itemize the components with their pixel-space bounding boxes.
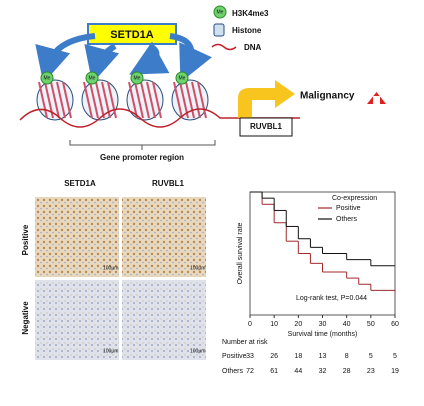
x-tick-label: 20 xyxy=(294,321,302,328)
x-label: Survival time (months) xyxy=(288,331,358,338)
at-risk-value: 32 xyxy=(319,368,327,375)
dna-wrap xyxy=(50,81,60,119)
gene-label: RUVBL1 xyxy=(250,122,283,131)
dna-wrap xyxy=(38,81,48,119)
legend-label: Positive xyxy=(336,205,361,212)
x-tick-label: 40 xyxy=(343,321,351,328)
dna-wrap xyxy=(83,81,93,119)
scale-label: 100μm xyxy=(190,265,205,271)
outcome: Malignancy xyxy=(300,91,355,102)
at-risk-value: 28 xyxy=(343,368,351,375)
me-text: Me xyxy=(44,75,51,81)
dna-wrap xyxy=(179,81,189,119)
dna-wrap xyxy=(107,81,117,119)
at-risk-value: 19 xyxy=(391,368,399,375)
arrows xyxy=(35,33,212,84)
me-text: Me xyxy=(217,9,224,15)
me-icon xyxy=(213,5,227,19)
annotation: Log-rank test, P=0.044 xyxy=(296,295,367,302)
at-risk-value: 5 xyxy=(369,353,373,360)
dna-wrap xyxy=(146,81,156,119)
ihc-row: Positive xyxy=(21,224,30,255)
dna-wrap xyxy=(134,81,144,119)
dna-wrap xyxy=(89,81,99,119)
enzyme-label: SETD1A xyxy=(110,29,153,41)
at-risk-value: 72 xyxy=(246,368,254,375)
me-icon xyxy=(85,71,99,85)
at-risk-row: Others xyxy=(222,368,244,375)
dna-icon xyxy=(211,43,237,51)
at-risk-value: 33 xyxy=(246,353,254,360)
yellow-arrow xyxy=(238,80,295,118)
scale-label: 100μm xyxy=(190,348,205,354)
x-tick-label: 60 xyxy=(391,321,399,328)
x-tick-label: 50 xyxy=(367,321,375,328)
at-risk-row: Positive xyxy=(222,353,247,360)
dna-wrap xyxy=(185,81,195,119)
ihc-col: SETD1A xyxy=(64,179,96,188)
dna-wrap xyxy=(56,81,66,119)
km-plot: 0 10 20 30 40 50 60 Survival time (months) Overa… xyxy=(222,191,399,375)
region-label: Gene promoter region xyxy=(100,153,184,162)
ihc-image xyxy=(122,197,206,277)
at-risk-value: 13 xyxy=(319,353,327,360)
scale-label: 100μm xyxy=(103,265,118,271)
dna-wrap xyxy=(128,81,138,119)
x-tick-label: 0 xyxy=(248,321,252,328)
legend-text: Histone xyxy=(232,26,262,35)
dna-wrap xyxy=(95,81,105,119)
at-risk-value: 26 xyxy=(270,353,278,360)
y-label: Overall survival rate xyxy=(237,222,244,284)
dna xyxy=(19,108,300,128)
scale-labels: 100μm 100μm 100μm 100μm xyxy=(103,265,205,354)
ihc-image xyxy=(35,197,119,277)
me-icon xyxy=(130,71,144,85)
dna-wrap xyxy=(173,81,183,119)
legend-text: H3K4me3 xyxy=(232,9,269,18)
me-icon xyxy=(40,71,54,85)
me-text: Me xyxy=(134,75,141,81)
dna-wrap xyxy=(62,81,72,119)
at-risk-value: 23 xyxy=(367,368,375,375)
x-tick-label: 10 xyxy=(270,321,278,328)
ihc-col: RUVBL1 xyxy=(152,179,185,188)
ihc-image xyxy=(35,280,119,360)
me-icon xyxy=(175,71,189,85)
dna-wrap xyxy=(191,81,201,119)
legend-label: Others xyxy=(336,216,358,223)
gene-box xyxy=(239,117,293,137)
at-risk-value: 44 xyxy=(294,368,302,375)
at-risk-value: 18 xyxy=(294,353,302,360)
legend-text: DNA xyxy=(244,43,262,52)
ihc-row: Negative xyxy=(21,301,30,335)
ihc-image xyxy=(122,280,206,360)
histone-icon xyxy=(213,23,225,37)
scale-label: 100μm xyxy=(103,348,118,354)
dna-wrap xyxy=(197,81,207,119)
at-risk-value: 61 xyxy=(270,368,278,375)
at-risk-value: 5 xyxy=(393,353,397,360)
legend-title: Co-expression xyxy=(332,195,377,202)
bracket xyxy=(69,140,216,150)
me-text: Me xyxy=(179,75,186,81)
nucleosomes: Me Me Me Me xyxy=(36,71,209,121)
at-risk-title: Number at risk xyxy=(222,339,268,346)
at-risk-value: 8 xyxy=(345,353,349,360)
dna-wrap xyxy=(140,81,150,119)
me-text: Me xyxy=(89,75,96,81)
up-arrow xyxy=(367,92,386,104)
x-tick-label: 30 xyxy=(319,321,327,328)
dna-wrap xyxy=(152,81,162,119)
